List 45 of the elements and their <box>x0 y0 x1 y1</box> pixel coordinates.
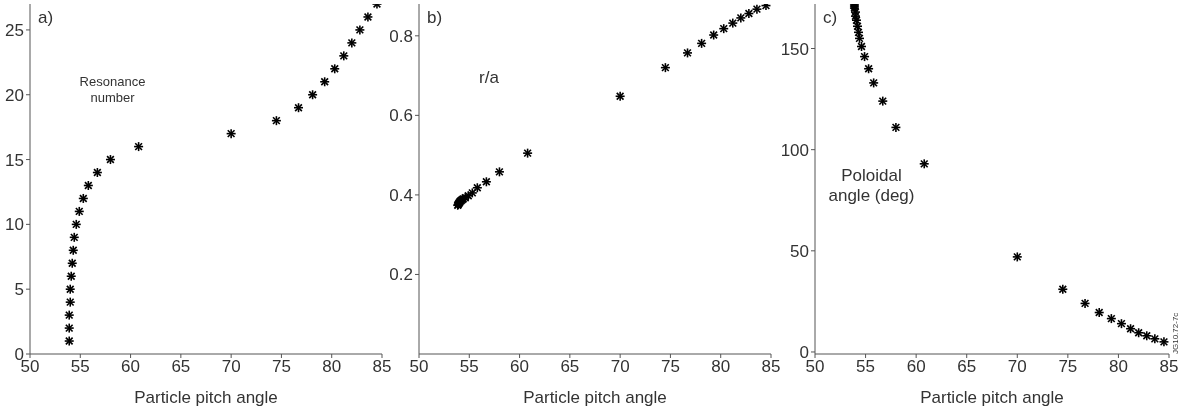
x-tick-label: 80 <box>711 357 731 377</box>
x-tick-label: 65 <box>171 357 191 377</box>
x-tick-label: 80 <box>1108 357 1128 377</box>
chart-title: a) <box>38 8 54 28</box>
y-axis-title: Poloidal angle (deg) <box>827 166 916 206</box>
y-tick-label: 20 <box>5 85 24 105</box>
y-tick-label: 25 <box>5 20 24 40</box>
x-tick-label: 85 <box>761 357 781 377</box>
y-axis-title: Resonance number <box>78 74 147 106</box>
y-tick-label: 150 <box>780 39 809 59</box>
y-tick-label: 0.2 <box>389 265 413 285</box>
x-axis-title: Particle pitch angle <box>920 388 1064 407</box>
y-axis-title: r/a <box>478 68 500 88</box>
x-tick-label: 50 <box>805 357 825 377</box>
x-tick-label: 85 <box>1159 357 1179 377</box>
y-tick-label: 0.8 <box>389 26 413 46</box>
x-tick-label: 55 <box>70 357 90 377</box>
x-tick-label: 60 <box>906 357 926 377</box>
x-tick-label: 80 <box>322 357 342 377</box>
x-tick-label: 60 <box>121 357 141 377</box>
y-tick-label: 100 <box>780 140 809 160</box>
x-tick-label: 70 <box>221 357 241 377</box>
chart-title: c) <box>823 8 838 28</box>
y-tick-label: 5 <box>14 280 24 300</box>
chart-title: b) <box>427 8 443 28</box>
x-axis-title: Particle pitch angle <box>523 388 667 407</box>
x-tick-label: 85 <box>372 357 392 377</box>
x-tick-label: 70 <box>1007 357 1027 377</box>
x-tick-label: 75 <box>271 357 291 377</box>
x-tick-label: 50 <box>409 357 429 377</box>
y-tick-label: 0.6 <box>389 106 413 126</box>
text: JG10.72-7c <box>1171 312 1180 354</box>
y-tick-label: 15 <box>5 150 24 170</box>
y-tick-label: 0.4 <box>389 185 413 205</box>
x-axis-title: Particle pitch angle <box>134 388 278 407</box>
x-tick-label: 70 <box>610 357 630 377</box>
x-tick-label: 75 <box>1058 357 1078 377</box>
x-tick-label: 75 <box>660 357 680 377</box>
y-tick-label: 50 <box>790 241 809 261</box>
x-tick-label: 55 <box>459 357 479 377</box>
x-tick-label: 55 <box>856 357 876 377</box>
x-tick-label: 65 <box>957 357 977 377</box>
y-tick-label: 10 <box>5 215 24 235</box>
x-tick-label: 65 <box>560 357 580 377</box>
x-tick-label: 60 <box>510 357 530 377</box>
